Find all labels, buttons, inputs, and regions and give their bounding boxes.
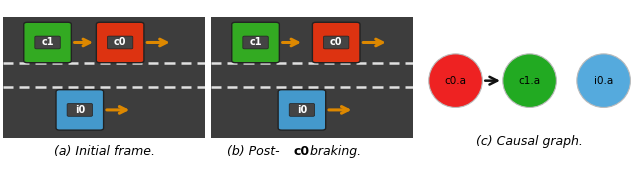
- FancyBboxPatch shape: [97, 22, 144, 63]
- Text: c0: c0: [294, 145, 310, 158]
- Text: (b) Post-: (b) Post-: [227, 145, 280, 158]
- Text: braking.: braking.: [305, 145, 361, 158]
- Text: c1: c1: [42, 37, 54, 47]
- Text: c0: c0: [330, 37, 342, 47]
- Text: i0: i0: [297, 105, 307, 115]
- FancyBboxPatch shape: [67, 104, 93, 116]
- Circle shape: [429, 54, 483, 108]
- FancyBboxPatch shape: [323, 36, 349, 49]
- Circle shape: [577, 54, 630, 108]
- Text: i0.a: i0.a: [594, 76, 613, 86]
- FancyBboxPatch shape: [232, 22, 279, 63]
- Text: c0: c0: [114, 37, 126, 47]
- FancyBboxPatch shape: [56, 90, 104, 130]
- FancyBboxPatch shape: [108, 36, 133, 49]
- FancyBboxPatch shape: [312, 22, 360, 63]
- FancyBboxPatch shape: [278, 90, 326, 130]
- FancyBboxPatch shape: [35, 36, 60, 49]
- Circle shape: [503, 54, 556, 108]
- Text: c1: c1: [250, 37, 262, 47]
- Text: c0.a: c0.a: [445, 76, 467, 86]
- FancyBboxPatch shape: [24, 22, 71, 63]
- Text: c1.a: c1.a: [518, 76, 541, 86]
- Text: (a) Initial frame.: (a) Initial frame.: [54, 145, 154, 158]
- FancyBboxPatch shape: [243, 36, 268, 49]
- FancyBboxPatch shape: [289, 104, 315, 116]
- Text: (c) Causal graph.: (c) Causal graph.: [476, 135, 583, 148]
- Text: i0: i0: [75, 105, 85, 115]
